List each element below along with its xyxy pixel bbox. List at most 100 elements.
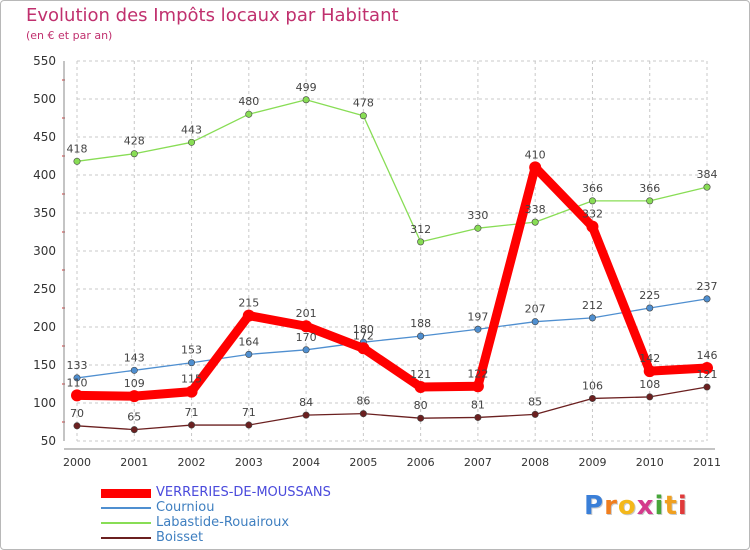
data-label: 338 xyxy=(525,203,546,216)
x-tick-label: 2005 xyxy=(349,456,377,469)
data-label: 122 xyxy=(467,367,488,380)
data-point xyxy=(474,224,482,232)
data-point xyxy=(474,413,482,421)
data-label: 212 xyxy=(582,299,603,312)
data-label: 110 xyxy=(67,376,88,389)
data-label: 146 xyxy=(697,349,718,362)
data-label: 70 xyxy=(70,407,84,420)
data-label: 133 xyxy=(67,359,88,372)
data-label: 215 xyxy=(238,297,259,310)
data-label: 106 xyxy=(582,379,603,392)
data-label: 84 xyxy=(299,396,313,409)
data-point xyxy=(71,389,83,402)
data-label: 86 xyxy=(356,395,370,408)
data-point xyxy=(73,422,81,430)
legend-swatch-verreries xyxy=(101,489,151,498)
logo-letter: i xyxy=(677,491,688,521)
y-tick-label: 550 xyxy=(33,54,56,68)
data-point xyxy=(302,96,310,104)
data-point xyxy=(302,411,310,419)
data-point xyxy=(245,350,253,358)
legend-swatch-courniou xyxy=(101,507,151,509)
logo-letter: o xyxy=(617,491,637,521)
data-point xyxy=(188,138,196,146)
axes: 50 100 150 200 250 300 350 400 450 500 550 2000 2001… xyxy=(33,54,721,469)
y-tick-label: 350 xyxy=(33,206,56,220)
x-tick-label: 2003 xyxy=(235,456,263,469)
logo-letter: x xyxy=(636,491,655,521)
data-point xyxy=(130,426,138,434)
y-tick-label: 150 xyxy=(33,358,56,372)
data-label: 153 xyxy=(181,344,202,357)
data-label: 85 xyxy=(528,395,542,408)
data-label: 201 xyxy=(296,307,317,320)
data-point xyxy=(245,421,253,429)
y-tick-label: 500 xyxy=(33,92,56,106)
x-tick-label: 2006 xyxy=(407,456,435,469)
data-label: 332 xyxy=(582,208,603,221)
data-point xyxy=(417,332,425,340)
x-tick-label: 2009 xyxy=(578,456,606,469)
data-point xyxy=(357,342,370,355)
data-point xyxy=(245,110,253,118)
proxiti-logo: Proxiti xyxy=(584,491,688,521)
data-label: 225 xyxy=(639,289,660,302)
data-label: 143 xyxy=(124,351,145,364)
series-line xyxy=(72,162,712,401)
y-tick-label: 100 xyxy=(33,396,56,410)
data-point xyxy=(588,314,596,322)
data-point xyxy=(646,197,654,205)
data-point xyxy=(703,383,711,391)
legend-label-courniou: Courniou xyxy=(156,500,215,515)
data-label: 81 xyxy=(471,398,485,411)
data-point xyxy=(471,380,484,393)
data-label: 237 xyxy=(697,280,718,293)
logo-letter: r xyxy=(604,491,618,521)
data-label: 170 xyxy=(296,331,317,344)
data-label: 121 xyxy=(697,368,718,381)
data-label: 121 xyxy=(410,368,431,381)
data-point xyxy=(359,410,367,418)
data-point xyxy=(646,393,654,401)
series-line xyxy=(76,99,708,243)
x-tick-label: 2010 xyxy=(636,456,664,469)
data-label: 71 xyxy=(242,406,256,419)
series-line xyxy=(76,386,708,431)
data-label: 428 xyxy=(124,135,145,148)
data-label: 108 xyxy=(639,378,660,391)
data-label: 142 xyxy=(639,352,660,365)
grid-lines xyxy=(76,60,708,442)
legend-label-verreries: VERRERIES-DE-MOUSSANS xyxy=(156,485,331,500)
x-tick-label: 2002 xyxy=(178,456,206,469)
data-point xyxy=(588,197,596,205)
data-label: 109 xyxy=(124,377,145,390)
chart-subtitle: (en € et par an) xyxy=(26,29,113,42)
data-point xyxy=(474,325,482,333)
data-point xyxy=(417,238,425,246)
y-tick-label: 200 xyxy=(33,320,56,334)
data-label: 180 xyxy=(353,323,374,336)
logo-letter: P xyxy=(584,491,605,521)
x-tick-label: 2007 xyxy=(464,456,492,469)
data-label: 418 xyxy=(67,142,88,155)
data-point xyxy=(242,309,255,322)
data-label: 330 xyxy=(467,209,488,222)
data-point xyxy=(531,410,539,418)
legend-swatch-labastide xyxy=(101,522,151,524)
data-label: 188 xyxy=(410,317,431,330)
y-tick-label: 50 xyxy=(41,434,56,448)
x-tick-label: 2011 xyxy=(693,456,721,469)
data-point xyxy=(703,295,711,303)
data-point xyxy=(188,359,196,367)
data-point xyxy=(529,161,542,174)
data-label: 164 xyxy=(238,335,259,348)
data-point xyxy=(701,362,713,375)
data-label: 207 xyxy=(525,303,546,316)
data-point xyxy=(73,374,81,382)
data-point xyxy=(531,318,539,326)
y-tick-label: 450 xyxy=(33,130,56,144)
legend-label-boisset: Boisset xyxy=(156,530,204,545)
data-labels: 418 428 443 480 499 478 312 330 338 366 366 384 133 1… xyxy=(67,81,718,424)
data-label: 65 xyxy=(127,411,141,424)
data-label: 410 xyxy=(525,148,546,161)
